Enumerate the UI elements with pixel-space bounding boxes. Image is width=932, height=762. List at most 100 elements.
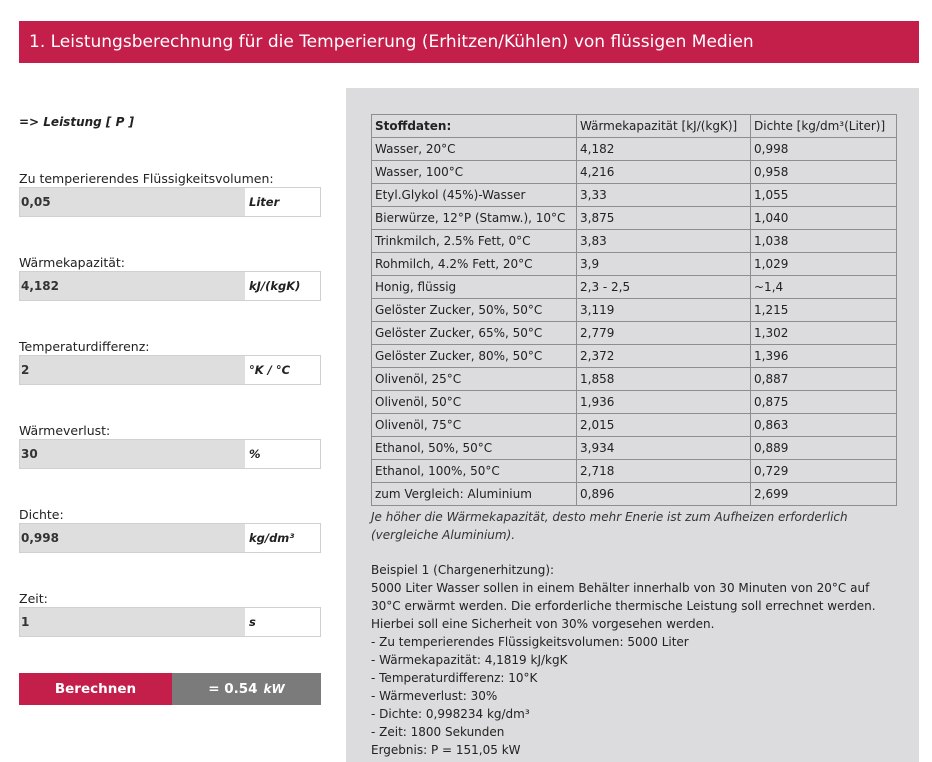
volume-field: Liter: [19, 187, 321, 217]
table-row: Ethanol, 100%, 50°C 2,718 0,729: [371, 459, 897, 483]
example-parameter: - Temperaturdifferenz: 10°K: [371, 671, 538, 685]
heat-capacity-unit: kJ/(kgK): [249, 279, 301, 293]
example-parameter: - Zeit: 1800 Sekunden: [371, 725, 505, 739]
density-cell: 0,958: [750, 160, 897, 184]
density-cell: 1,038: [750, 229, 897, 253]
heat-capacity-cell: 4,182: [576, 137, 751, 161]
column-header-material: Stoffdaten:: [371, 114, 577, 138]
column-header-density: Dichte [kg/dm³(Liter)]: [750, 114, 897, 138]
heat-capacity-cell: 2,3 - 2,5: [576, 275, 751, 299]
material-cell: Gelöster Zucker, 65%, 50°C: [371, 321, 577, 345]
table-row: Honig, flüssig 2,3 - 2,5 ~1,4: [371, 275, 897, 299]
material-cell: Rohmilch, 4.2% Fett, 20°C: [371, 252, 577, 276]
density-cell: 0,887: [750, 367, 897, 391]
table-row: Etyl.Glykol (45%)-Wasser 3,33 1,055: [371, 183, 897, 207]
material-cell: Olivenöl, 75°C: [371, 413, 577, 437]
table-row: Bierwürze, 12°P (Stamw.), 10°C 3,875 1,040: [371, 206, 897, 230]
heat-capacity-label: Wärmekapazität:: [19, 255, 125, 270]
example-parameter-list: - Zu temperierendes Flüssigkeitsvolumen:…: [371, 633, 901, 741]
density-cell: 0,875: [750, 390, 897, 414]
example-parameter: - Dichte: 0,998234 kg/dm³: [371, 707, 530, 721]
density-cell: 2,699: [750, 482, 897, 506]
heat-capacity-cell: 1,858: [576, 367, 751, 391]
heat-loss-label: Wärmeverlust:: [19, 423, 111, 438]
density-cell: ~1,4: [750, 275, 897, 299]
heat-capacity-cell: 3,934: [576, 436, 751, 460]
heat-capacity-cell: 2,372: [576, 344, 751, 368]
heat-capacity-cell: 1,936: [576, 390, 751, 414]
table-row: Rohmilch, 4.2% Fett, 20°C 3,9 1,029: [371, 252, 897, 276]
page-title-bar: 1. Leistungsberechnung für die Temperier…: [19, 21, 919, 63]
time-input[interactable]: [20, 608, 245, 636]
heat-capacity-cell: 3,83: [576, 229, 751, 253]
table-row: Olivenöl, 75°C 2,015 0,863: [371, 413, 897, 437]
material-cell: Honig, flüssig: [371, 275, 577, 299]
material-cell: Ethanol, 50%, 50°C: [371, 436, 577, 460]
heat-capacity-cell: 2,779: [576, 321, 751, 345]
calculate-button[interactable]: Berechnen: [19, 673, 172, 705]
density-label: Dichte:: [19, 507, 64, 522]
time-unit: s: [249, 615, 256, 629]
result-unit: kW: [263, 682, 285, 696]
example-section: Beispiel 1 (Chargenerhitzung): 5000 Lite…: [371, 561, 901, 759]
table-header-row: Stoffdaten: Wärmekapazität [kJ/(kgK)] Di…: [371, 114, 897, 138]
example-heading: Beispiel 1 (Chargenerhitzung):: [371, 563, 555, 577]
density-cell: 1,215: [750, 298, 897, 322]
heat-loss-input[interactable]: [20, 440, 245, 468]
example-parameter: - Wärmekapazität: 4,1819 kJ/kgK: [371, 653, 568, 667]
heat-capacity-field: kJ/(kgK): [19, 271, 321, 301]
density-cell: 1,055: [750, 183, 897, 207]
density-cell: 1,396: [750, 344, 897, 368]
result-display: = 0.54 kW: [172, 673, 321, 705]
density-input[interactable]: [20, 524, 245, 552]
table-row: Olivenöl, 50°C 1,936 0,875: [371, 390, 897, 414]
time-field: s: [19, 607, 321, 637]
table-row: Gelöster Zucker, 50%, 50°C 3,119 1,215: [371, 298, 897, 322]
temperature-difference-input[interactable]: [20, 356, 245, 384]
heat-capacity-cell: 4,216: [576, 160, 751, 184]
column-header-heat-capacity: Wärmekapazität [kJ/(kgK)]: [576, 114, 751, 138]
material-cell: Etyl.Glykol (45%)-Wasser: [371, 183, 577, 207]
density-cell: 0,889: [750, 436, 897, 460]
material-cell: Ethanol, 100%, 50°C: [371, 459, 577, 483]
material-cell: Bierwürze, 12°P (Stamw.), 10°C: [371, 206, 577, 230]
temperature-difference-field: °K / °C: [19, 355, 321, 385]
table-row: Olivenöl, 25°C 1,858 0,887: [371, 367, 897, 391]
table-row: Wasser, 20°C 4,182 0,998: [371, 137, 897, 161]
example-parameter: - Wärmeverlust: 30%: [371, 689, 498, 703]
heat-capacity-input[interactable]: [20, 272, 245, 300]
material-cell: Trinkmilch, 2.5% Fett, 0°C: [371, 229, 577, 253]
heat-capacity-cell: 3,33: [576, 183, 751, 207]
heat-capacity-cell: 2,718: [576, 459, 751, 483]
heat-capacity-cell: 3,875: [576, 206, 751, 230]
heat-capacity-note: Je höher die Wärmekapazität, desto mehr …: [371, 510, 848, 542]
volume-input[interactable]: [20, 188, 245, 216]
material-cell: Olivenöl, 50°C: [371, 390, 577, 414]
density-cell: 0,729: [750, 459, 897, 483]
heat-capacity-cell: 2,015: [576, 413, 751, 437]
density-cell: 0,998: [750, 137, 897, 161]
temperature-difference-label: Temperaturdifferenz:: [19, 339, 150, 354]
table-row: Wasser, 100°C 4,216 0,958: [371, 160, 897, 184]
heat-capacity-cell: 3,119: [576, 298, 751, 322]
heat-loss-unit: %: [249, 447, 261, 461]
formula-label: => Leistung [ P ]: [19, 115, 135, 129]
temperature-difference-unit: °K / °C: [249, 363, 291, 377]
material-data-table: Stoffdaten: Wärmekapazität [kJ/(kgK)] Di…: [371, 114, 897, 506]
heat-loss-field: %: [19, 439, 321, 469]
table-row: zum Vergleich: Aluminium 0,896 2,699: [371, 482, 897, 506]
table-row: Gelöster Zucker, 80%, 50°C 2,372 1,396: [371, 344, 897, 368]
volume-unit: Liter: [249, 195, 280, 209]
table-row: Gelöster Zucker, 65%, 50°C 2,779 1,302: [371, 321, 897, 345]
heat-capacity-cell: 0,896: [576, 482, 751, 506]
material-cell: Olivenöl, 25°C: [371, 367, 577, 391]
time-label: Zeit:: [19, 591, 48, 606]
table-row: Trinkmilch, 2.5% Fett, 0°C 3,83 1,038: [371, 229, 897, 253]
density-cell: 1,040: [750, 206, 897, 230]
volume-label: Zu temperierendes Flüssigkeitsvolumen:: [19, 171, 274, 186]
density-cell: 1,029: [750, 252, 897, 276]
result-value: = 0.54: [208, 681, 258, 697]
density-unit: kg/dm³: [249, 531, 295, 545]
density-cell: 1,302: [750, 321, 897, 345]
example-description: 5000 Liter Wasser sollen in einem Behält…: [371, 581, 876, 631]
